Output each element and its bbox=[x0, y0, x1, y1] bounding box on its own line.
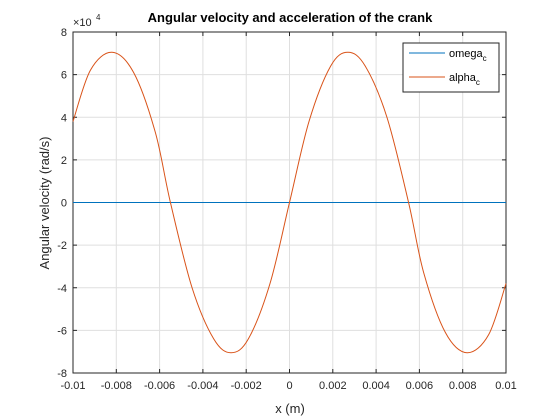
legend-label-alpha: alpha bbox=[449, 72, 477, 84]
x-tick-label: 0.006 bbox=[406, 380, 434, 392]
chart-title: Angular velocity and acceleration of the… bbox=[148, 10, 433, 25]
x-tick-label: 0.002 bbox=[319, 380, 347, 392]
y-tick-label: -8 bbox=[57, 368, 67, 380]
legend-label-omega: omega bbox=[449, 48, 484, 60]
legend: omegac alphac bbox=[402, 42, 500, 93]
series-line-alpha bbox=[72, 51, 507, 354]
x-axis-ticks: -0.01 -0.008 -0.006 -0.004 -0.002 0 0.002 0.004… bbox=[60, 32, 517, 392]
y-tick-label: -2 bbox=[57, 240, 67, 252]
x-tick-label: -0.008 bbox=[101, 380, 132, 392]
y-tick-label: -6 bbox=[57, 325, 67, 337]
series-lines bbox=[72, 51, 507, 354]
legend-subscript-omega: c bbox=[483, 54, 487, 63]
y-tick-label: 6 bbox=[61, 70, 67, 82]
legend-box bbox=[402, 42, 500, 93]
legend-subscript-alpha: c bbox=[476, 78, 480, 87]
y-axis-exponent: ×10 4 bbox=[73, 13, 101, 29]
x-tick-label: -0.01 bbox=[60, 380, 85, 392]
x-tick-label: -0.004 bbox=[187, 380, 218, 392]
x-tick-label: -0.006 bbox=[144, 380, 175, 392]
x-tick-label: -0.002 bbox=[231, 380, 262, 392]
x-tick-label: 0.008 bbox=[449, 380, 477, 392]
y-axis-exponent-power: 4 bbox=[96, 13, 101, 22]
y-axis-exponent-base: ×10 bbox=[73, 17, 92, 29]
legend-entry-alpha: alphac bbox=[449, 72, 480, 87]
x-tick-label: 0 bbox=[286, 380, 292, 392]
y-tick-label: 0 bbox=[61, 198, 67, 210]
y-tick-label: 4 bbox=[61, 112, 67, 124]
y-axis-label: Angular velocity (rad/s) bbox=[37, 137, 52, 270]
x-tick-label: 0.004 bbox=[362, 380, 390, 392]
y-tick-label: 8 bbox=[61, 27, 67, 39]
legend-entry-omega: omegac bbox=[449, 48, 487, 63]
y-tick-label: 2 bbox=[61, 155, 67, 167]
y-tick-label: -4 bbox=[57, 283, 67, 295]
x-axis-label: x (m) bbox=[275, 401, 305, 416]
x-tick-label: 0.01 bbox=[495, 380, 516, 392]
